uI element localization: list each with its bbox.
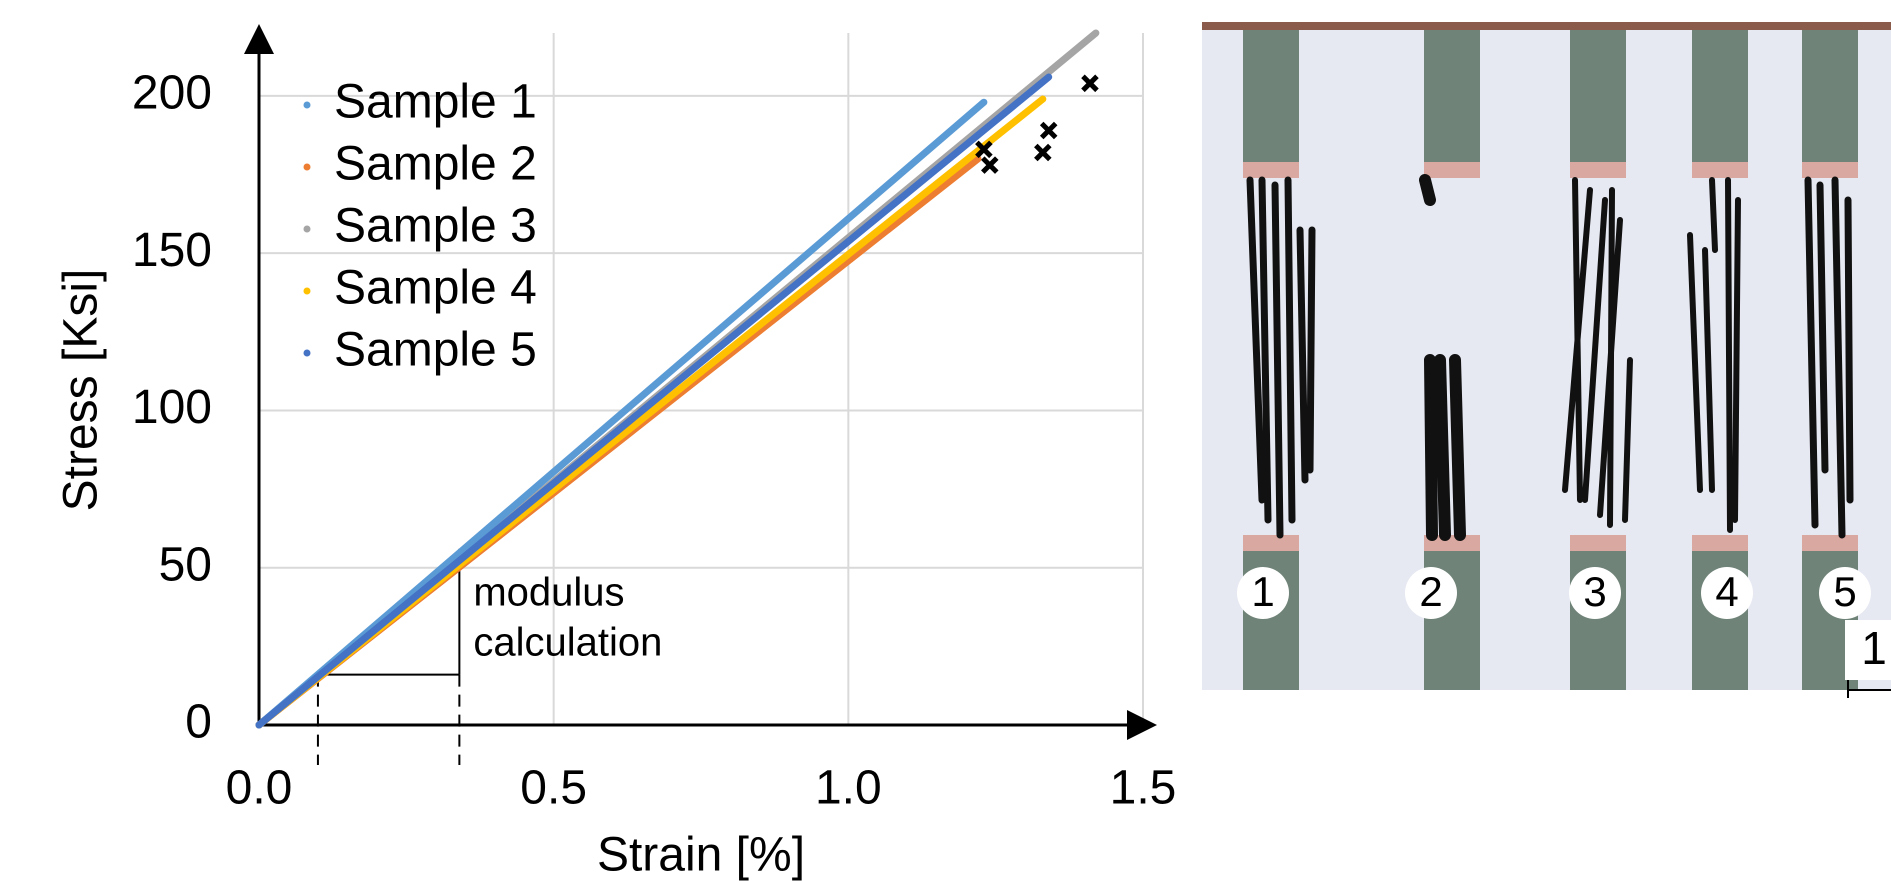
annotation: modulus	[473, 571, 624, 615]
legend-marker	[303, 287, 311, 295]
scale-label: 1	[1861, 622, 1887, 674]
legend-label: Sample 1	[334, 76, 537, 129]
x-tick-label: 0.0	[226, 762, 293, 815]
label-circle	[1237, 567, 1289, 619]
annotation: calculation	[473, 621, 662, 665]
legend-label: Sample 2	[334, 138, 537, 191]
specimen-labels: 1 2 3 4 5	[1237, 567, 1871, 619]
legend-marker	[303, 163, 311, 171]
specimen-label: 1	[1251, 568, 1274, 615]
y-tick-label: 100	[132, 381, 212, 434]
chart: 0 50 100 150 200 0.0 0.5 1.0 1.5 Strain [%] Stress…	[55, 24, 1177, 881]
series-line	[255, 98, 988, 729]
tab-bands	[1243, 162, 1858, 551]
legend-marker	[303, 101, 311, 109]
photo-edge	[1202, 22, 1891, 30]
specimen-photo: 1 2 3 4 5 1	[1202, 22, 1891, 698]
legend-marker	[303, 349, 311, 357]
y-tick-label: 50	[159, 538, 212, 591]
x-tick-label: 1.0	[815, 762, 882, 815]
series-line	[255, 73, 1053, 729]
specimen-label: 5	[1833, 568, 1856, 615]
failure-marker	[1034, 143, 1052, 162]
legend-marker	[303, 225, 311, 233]
legend-label: Sample 4	[334, 262, 537, 315]
label-circle	[1819, 567, 1871, 619]
photo-background	[1202, 27, 1891, 690]
legend-label: Sample 3	[334, 200, 537, 253]
y-tick-label: 150	[132, 224, 212, 277]
label-circle	[1701, 567, 1753, 619]
failure-marker	[981, 156, 999, 174]
y-tick-label: 200	[132, 67, 212, 120]
specimen-label: 4	[1715, 568, 1738, 615]
scale-label-box	[1845, 620, 1891, 680]
y-axis-title: Stress [Ksi]	[55, 269, 108, 512]
legend-label: Sample 5	[334, 324, 537, 377]
label-circle	[1405, 567, 1457, 619]
x-tick-label: 1.5	[1110, 762, 1177, 815]
label-circle	[1569, 567, 1621, 619]
specimen-strips	[1243, 30, 1858, 690]
specimen-label: 3	[1583, 568, 1606, 615]
x-axis-title: Strain [%]	[597, 829, 805, 881]
broken-fibers	[1246, 174, 1854, 541]
failure-marker	[1039, 121, 1058, 140]
failure-marker	[975, 140, 993, 159]
y-tick-label: 0	[185, 696, 212, 749]
specimen-label: 2	[1419, 568, 1442, 615]
x-tick-label: 0.5	[520, 762, 587, 815]
failure-marker	[1081, 74, 1099, 93]
